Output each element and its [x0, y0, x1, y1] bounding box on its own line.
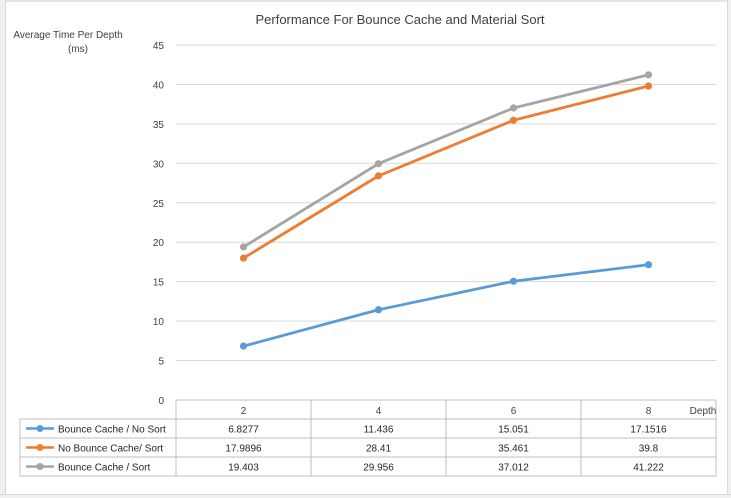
x-tick-label-4: 4: [376, 406, 382, 417]
data-point-s1-0: [239, 254, 248, 262]
data-label-s2-1: 29.956: [363, 463, 394, 474]
legend-label-0: Bounce Cache / No Sort: [58, 425, 166, 436]
data-point-s2-3: [644, 71, 653, 79]
legend-key-marker-2: [36, 463, 44, 470]
data-point-s2-2: [509, 104, 518, 112]
data-label-s0-3: 17.1516: [630, 425, 667, 436]
data-label-s1-1: 28.41: [366, 444, 391, 455]
y-tick-label-30: 30: [153, 159, 165, 170]
data-point-s1-3: [644, 82, 653, 90]
legend-key-marker-1: [36, 444, 44, 451]
x-axis-title: Depth: [690, 406, 717, 417]
sheet-edge-bottom: [0, 494, 731, 498]
y-tick-label-20: 20: [153, 238, 165, 249]
sheet-edge-right: [727, 0, 731, 498]
sheet-edge-top: [0, 0, 731, 2]
y-tick-label-0: 0: [158, 396, 164, 407]
data-point-s0-1: [374, 306, 383, 314]
series-lines: [239, 71, 653, 350]
data-label-s2-2: 37.012: [498, 463, 529, 474]
y-tick-label-15: 15: [153, 278, 165, 289]
y-axis-title-line1: Average Time Per Depth: [13, 30, 122, 41]
sheet-edge-left: [0, 0, 6, 498]
y-tick-label-25: 25: [153, 199, 165, 210]
data-point-s2-0: [239, 243, 248, 251]
series-line-2: [242, 73, 650, 249]
data-label-s2-0: 19.403: [228, 463, 259, 474]
data-point-s1-2: [509, 116, 518, 124]
x-tick-label-8: 8: [646, 406, 652, 417]
y-tick-label-35: 35: [153, 120, 165, 131]
y-tick-label-45: 45: [153, 41, 165, 52]
data-label-s1-2: 35.461: [498, 444, 529, 455]
y-tick-label-10: 10: [153, 317, 165, 328]
y-tick-label-40: 40: [153, 80, 165, 91]
y-tick-label-5: 5: [158, 357, 164, 368]
data-point-s2-1: [374, 160, 383, 168]
chart-title: Performance For Bounce Cache and Materia…: [255, 12, 544, 27]
data-label-s0-1: 11.436: [364, 425, 394, 436]
data-table: 2 4 6 8 Bounce Cache / No Sort 6.8277 11.436 15…: [19, 399, 717, 477]
legend-key-marker-0: [36, 425, 44, 432]
legend-label-1: No Bounce Cache/ Sort: [58, 444, 163, 455]
data-label-s1-0: 17.9896: [225, 444, 262, 455]
x-tick-label-6: 6: [511, 406, 517, 417]
data-label-s1-3: 39.8: [639, 444, 659, 455]
x-tick-label-2: 2: [241, 406, 247, 417]
data-point-s0-0: [239, 342, 248, 350]
data-point-s0-2: [509, 277, 518, 285]
y-axis-title-line2: (ms): [68, 44, 88, 55]
gridlines: 0 5 10 15 20 25 30 35 40 45: [153, 41, 716, 407]
data-label-s0-0: 6.8277: [228, 425, 259, 436]
series-line-1: [242, 84, 650, 260]
data-point-s0-3: [644, 261, 653, 269]
data-label-s0-2: 15.051: [498, 425, 529, 436]
data-label-s2-3: 41.222: [633, 463, 664, 474]
data-point-s1-1: [374, 172, 383, 180]
legend-label-2: Bounce Cache / Sort: [58, 463, 150, 474]
series-line-0: [242, 263, 650, 348]
